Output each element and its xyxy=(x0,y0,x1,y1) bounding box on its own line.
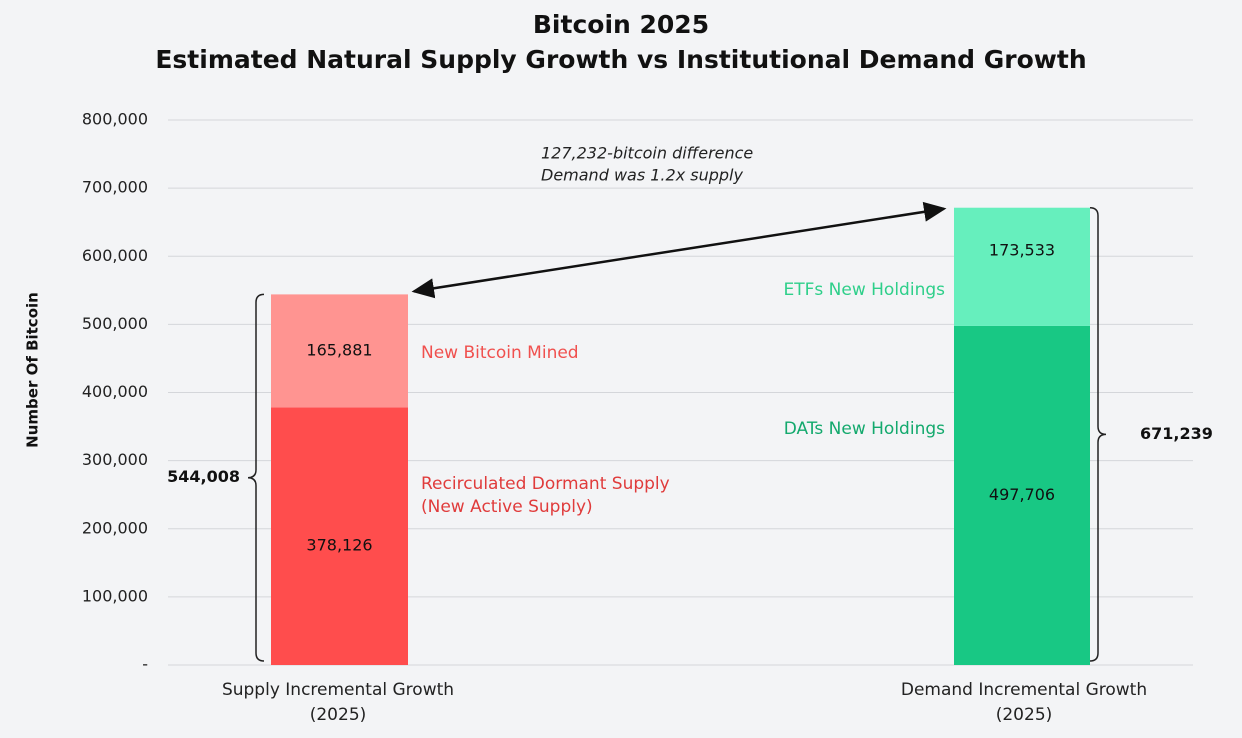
y-tick-label: 700,000 xyxy=(82,178,148,197)
bar-segment xyxy=(271,294,408,408)
annotation-text: Demand was 1.2x supply xyxy=(541,166,743,185)
y-tick-label: - xyxy=(142,655,148,674)
bar-segment xyxy=(954,207,1090,326)
segment-value-label: 173,533 xyxy=(989,240,1055,259)
segment-value-label: 165,881 xyxy=(306,340,372,359)
annotation-text: 127,232-bitcoin difference xyxy=(541,144,753,163)
y-tick-label: 800,000 xyxy=(82,110,148,129)
chart-title: Bitcoin 2025 xyxy=(532,10,710,39)
series-label: (New Active Supply) xyxy=(421,497,593,517)
y-tick-label: 100,000 xyxy=(82,586,148,605)
y-tick-label: 200,000 xyxy=(82,518,148,537)
segment-value-label: 497,706 xyxy=(989,485,1055,504)
total-bracket xyxy=(247,293,265,662)
bar-segment xyxy=(271,407,408,665)
x-category-label: (2025) xyxy=(996,705,1053,725)
y-tick-label: 600,000 xyxy=(82,246,148,265)
total-bracket xyxy=(1089,206,1107,662)
series-label: DATs New Holdings xyxy=(784,419,945,439)
x-category-label: Supply Incremental Growth xyxy=(222,680,454,700)
x-category-label: (2025) xyxy=(310,705,367,725)
total-label: 671,239 xyxy=(1140,424,1213,443)
total-label: 544,008 xyxy=(167,467,240,486)
bar-segment xyxy=(954,325,1090,665)
chart-subtitle: Estimated Natural Supply Growth vs Insti… xyxy=(155,45,1087,74)
series-label: New Bitcoin Mined xyxy=(421,343,579,363)
segment-value-label: 378,126 xyxy=(306,536,372,555)
y-axis-label: Number Of Bitcoin xyxy=(24,292,42,448)
y-tick-label: 300,000 xyxy=(82,450,148,469)
x-category-label: Demand Incremental Growth xyxy=(901,680,1147,700)
y-tick-label: 500,000 xyxy=(82,314,148,333)
difference-arrow xyxy=(411,201,947,299)
series-label: ETFs New Holdings xyxy=(784,280,946,300)
series-label: Recirculated Dormant Supply xyxy=(421,474,670,494)
y-tick-label: 400,000 xyxy=(82,382,148,401)
